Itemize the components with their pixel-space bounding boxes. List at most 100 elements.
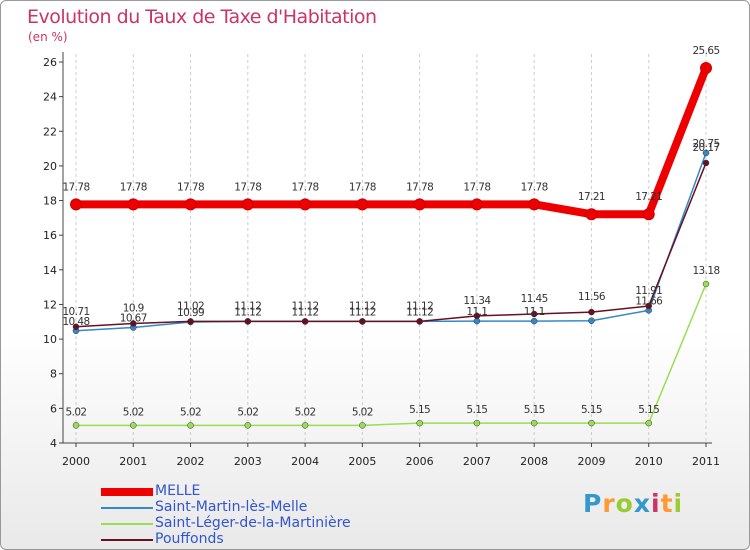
data-label: 25.65	[692, 45, 719, 57]
x-tick-label: 2009	[577, 455, 605, 468]
data-point	[645, 302, 652, 310]
data-point	[72, 422, 80, 429]
data-label: 17.78	[292, 181, 319, 193]
data-label: 17.78	[406, 181, 433, 193]
data-label: 11.91	[635, 285, 662, 297]
data-label: 17.78	[120, 181, 147, 193]
data-label: 5.15	[466, 404, 487, 416]
data-point	[588, 317, 595, 324]
data-label: 11.12	[234, 306, 261, 318]
data-point	[241, 198, 254, 211]
y-tick-label: 12	[43, 298, 57, 311]
data-label: 11.12	[292, 300, 319, 312]
data-label: 17.78	[349, 181, 376, 193]
legend-label: Saint-Martin-lès-Melle	[155, 499, 308, 515]
data-point	[416, 318, 423, 325]
data-label: 11.1	[524, 306, 545, 318]
data-label: 11.02	[177, 300, 204, 312]
data-point	[416, 419, 423, 427]
data-point	[244, 422, 252, 429]
data-label: 5.15	[409, 404, 430, 416]
data-label: 17.78	[177, 181, 204, 193]
data-point	[130, 422, 137, 429]
line-chart: 4 6 8 10 12 14 16 18 20 22 24 26 2000 2001 2002 2003 200…	[43, 45, 720, 468]
data-label: 11.1	[466, 306, 487, 318]
data-point	[413, 198, 426, 211]
series-line	[76, 283, 707, 427]
data-label: 11.12	[349, 300, 376, 312]
chart-title: Evolution du Taux de Taxe d'Habitation	[27, 6, 377, 28]
logo-letter: o	[615, 489, 634, 518]
data-label: 10.48	[62, 316, 89, 328]
y-tick-label: 26	[43, 56, 57, 69]
data-point	[359, 422, 366, 429]
data-label: 17.78	[521, 181, 548, 193]
data-point	[130, 320, 137, 327]
data-point	[356, 198, 369, 211]
data-point	[702, 280, 710, 288]
data-point	[530, 310, 538, 318]
series-line	[75, 162, 707, 328]
data-label: 17.21	[578, 191, 605, 203]
data-label: 17.78	[463, 181, 490, 193]
x-tick-label: 2001	[119, 455, 147, 468]
data-point	[700, 62, 712, 75]
data-label: 20.17	[692, 142, 719, 154]
data-point	[702, 149, 710, 157]
data-label: 5.02	[295, 406, 316, 418]
data-label: 17.78	[62, 181, 89, 193]
x-tick-label: 2005	[348, 455, 376, 468]
data-label: 10.67	[120, 312, 147, 324]
data-label: 11.12	[406, 300, 433, 312]
x-tick-label: 2006	[406, 455, 434, 468]
x-tick-label: 2010	[635, 455, 663, 468]
data-point	[299, 198, 312, 211]
legend-swatch	[101, 507, 153, 509]
data-label: 5.02	[123, 406, 144, 418]
x-tick-label: 2008	[520, 455, 548, 468]
chart-unit-label: (en %)	[28, 30, 68, 44]
legend-label: Pouffonds	[155, 531, 224, 547]
y-tick-label: 16	[43, 229, 57, 242]
data-point	[127, 198, 140, 211]
data-point	[187, 422, 194, 429]
data-point	[473, 312, 481, 320]
data-label: 11.12	[349, 306, 376, 318]
x-tick-label: 2000	[62, 455, 90, 468]
series-line	[75, 152, 707, 332]
data-label: 17.78	[234, 181, 261, 193]
data-label: 10.71	[62, 306, 89, 318]
y-tick-label: 24	[43, 91, 57, 104]
data-point	[645, 419, 652, 427]
x-tick-label: 2007	[463, 455, 491, 468]
data-label: 5.02	[66, 406, 87, 418]
data-point	[301, 318, 309, 325]
y-tick-label: 6	[50, 402, 57, 415]
logo-letter: r	[602, 489, 616, 518]
data-point	[530, 419, 538, 427]
y-tick-label: 8	[50, 368, 57, 381]
logo-letter: x	[633, 489, 651, 518]
y-tick-label: 22	[43, 125, 57, 138]
series-line	[76, 66, 710, 219]
x-tick-label: 2002	[177, 455, 205, 468]
data-label: 5.02	[352, 406, 373, 418]
data-point	[588, 419, 595, 427]
data-point	[244, 318, 252, 325]
logo-letter: P	[583, 489, 603, 518]
data-point	[585, 208, 598, 221]
data-label: 10.99	[177, 307, 204, 319]
data-point	[187, 318, 194, 325]
legend-label: Saint-Léger-de-la-Martinière	[155, 515, 351, 531]
data-label: 11.12	[406, 306, 433, 318]
y-tick-label: 18	[43, 195, 57, 208]
logo-letter: t	[660, 489, 674, 518]
legend-swatch	[101, 523, 153, 525]
data-label: 20.75	[692, 138, 719, 150]
data-point	[70, 198, 82, 211]
data-point	[359, 318, 366, 325]
data-label: 5.15	[524, 404, 545, 416]
data-label: 11.34	[463, 295, 491, 307]
logo-letter: i	[651, 489, 661, 518]
data-point	[530, 317, 538, 325]
